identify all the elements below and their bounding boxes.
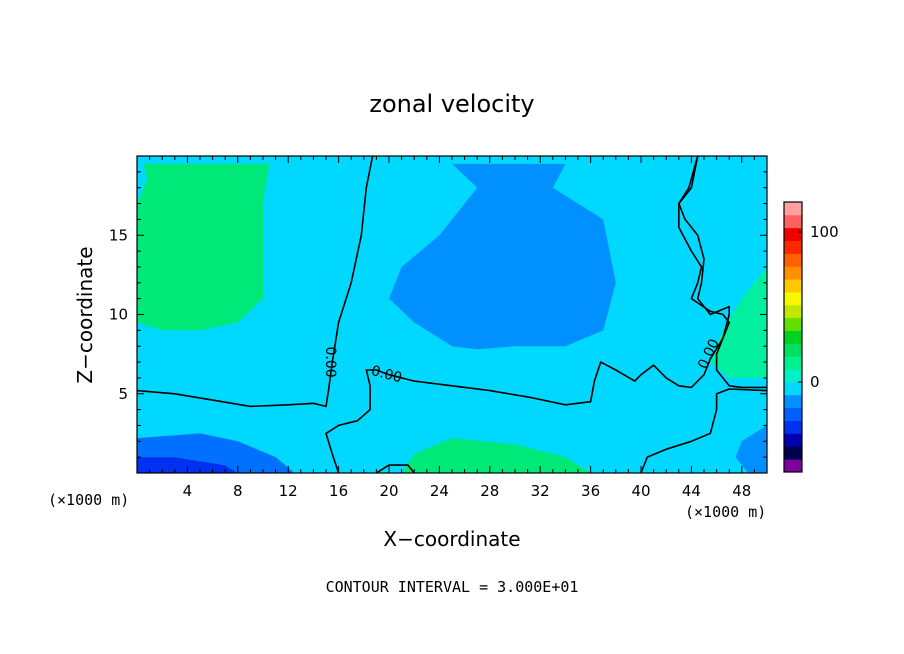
y-tick-label-5: 5 — [118, 385, 128, 403]
colorbar-swatch-5 — [784, 394, 802, 409]
region-upper-left-positive — [137, 163, 270, 331]
colorbar-swatch-13 — [784, 292, 802, 306]
region-upper-negative-core — [389, 163, 616, 350]
x-tick-label-36: 36 — [581, 482, 600, 500]
colorbar-swatch-0 — [784, 459, 802, 473]
region-right-mid-positive — [710, 266, 767, 378]
x-axis: 4 8 12 16 20 24 28 32 36 40 44 48 — [149, 156, 755, 500]
colorbar-swatch-20 — [784, 202, 802, 216]
plot-area: 0.00 0.000.00 — [136, 155, 768, 474]
colorbar-swatch-4 — [784, 407, 802, 421]
x-tick-label-16: 16 — [329, 482, 348, 500]
x-tick-label-12: 12 — [279, 482, 298, 500]
colorbar-swatch-2 — [784, 433, 802, 447]
x-tick-label-40: 40 — [631, 482, 650, 500]
zero-contour-bottom-loop — [375, 464, 415, 474]
colorbar-swatch-17 — [784, 240, 802, 254]
y-axis: 5 10 15 — [109, 171, 767, 458]
colorbar-swatch-11 — [784, 317, 802, 331]
x-tick-label-44: 44 — [682, 482, 701, 500]
region-right-bottom-negative — [735, 425, 767, 473]
x-unit-label-right: (×1000 m) — [685, 503, 766, 521]
contour-lines — [136, 155, 768, 474]
colorbar-swatch-3 — [784, 420, 802, 434]
region-lower-negative-band — [137, 433, 295, 473]
zero-contour-main — [136, 155, 374, 408]
y-axis-label: Z−coordinate — [73, 246, 97, 383]
x-tick-label-8: 8 — [233, 482, 243, 500]
colorbar-label-100: 100 — [810, 223, 839, 241]
chart-title: zonal velocity — [369, 90, 534, 118]
x-tick-label-20: 20 — [379, 482, 398, 500]
colorbar-swatch-6 — [784, 382, 802, 396]
colorbar-swatch-8 — [784, 356, 802, 370]
colorbar-swatch-16 — [784, 253, 802, 267]
colorbar-swatch-15 — [784, 266, 802, 280]
x-tick-label-32: 32 — [531, 482, 550, 500]
colorbar-label-0: 0 — [810, 373, 820, 391]
x-tick-label-24: 24 — [430, 482, 449, 500]
colorbar-swatch-7 — [784, 369, 802, 383]
colorbar-frame — [783, 201, 803, 473]
colorbar-swatch-9 — [784, 343, 802, 357]
y-tick-label-10: 10 — [109, 306, 128, 324]
x-axis-label: X−coordinate — [383, 527, 520, 551]
x-tick-label-28: 28 — [480, 482, 499, 500]
region-bottom-middle-positive — [401, 438, 591, 473]
x-tick-label-48: 48 — [732, 482, 751, 500]
contour-interval-footer: CONTOUR INTERVAL = 3.000E+01 — [326, 578, 579, 596]
zero-contour-right-upper — [677, 155, 767, 389]
y-tick-label-15: 15 — [109, 226, 128, 244]
colorbar-swatch-10 — [784, 330, 802, 344]
colorbar-swatch-18 — [784, 227, 802, 241]
contour-label-1: 0.00 — [369, 363, 403, 387]
colorbar-swatch-14 — [784, 279, 802, 293]
colorbar-swatch-19 — [784, 214, 802, 229]
x-unit-label-left: (×1000 m) — [48, 491, 129, 509]
contour-label-0: 0.00 — [322, 347, 338, 378]
colorbar-swatch-1 — [784, 446, 802, 460]
zero-contour-right-bottom — [640, 388, 768, 474]
filled-regions — [137, 163, 767, 473]
x-tick-label-4: 4 — [183, 482, 193, 500]
colorbar-swatch-12 — [784, 304, 802, 319]
zero-contour-lower — [325, 155, 731, 474]
colorbar: 0 100 — [783, 201, 839, 473]
